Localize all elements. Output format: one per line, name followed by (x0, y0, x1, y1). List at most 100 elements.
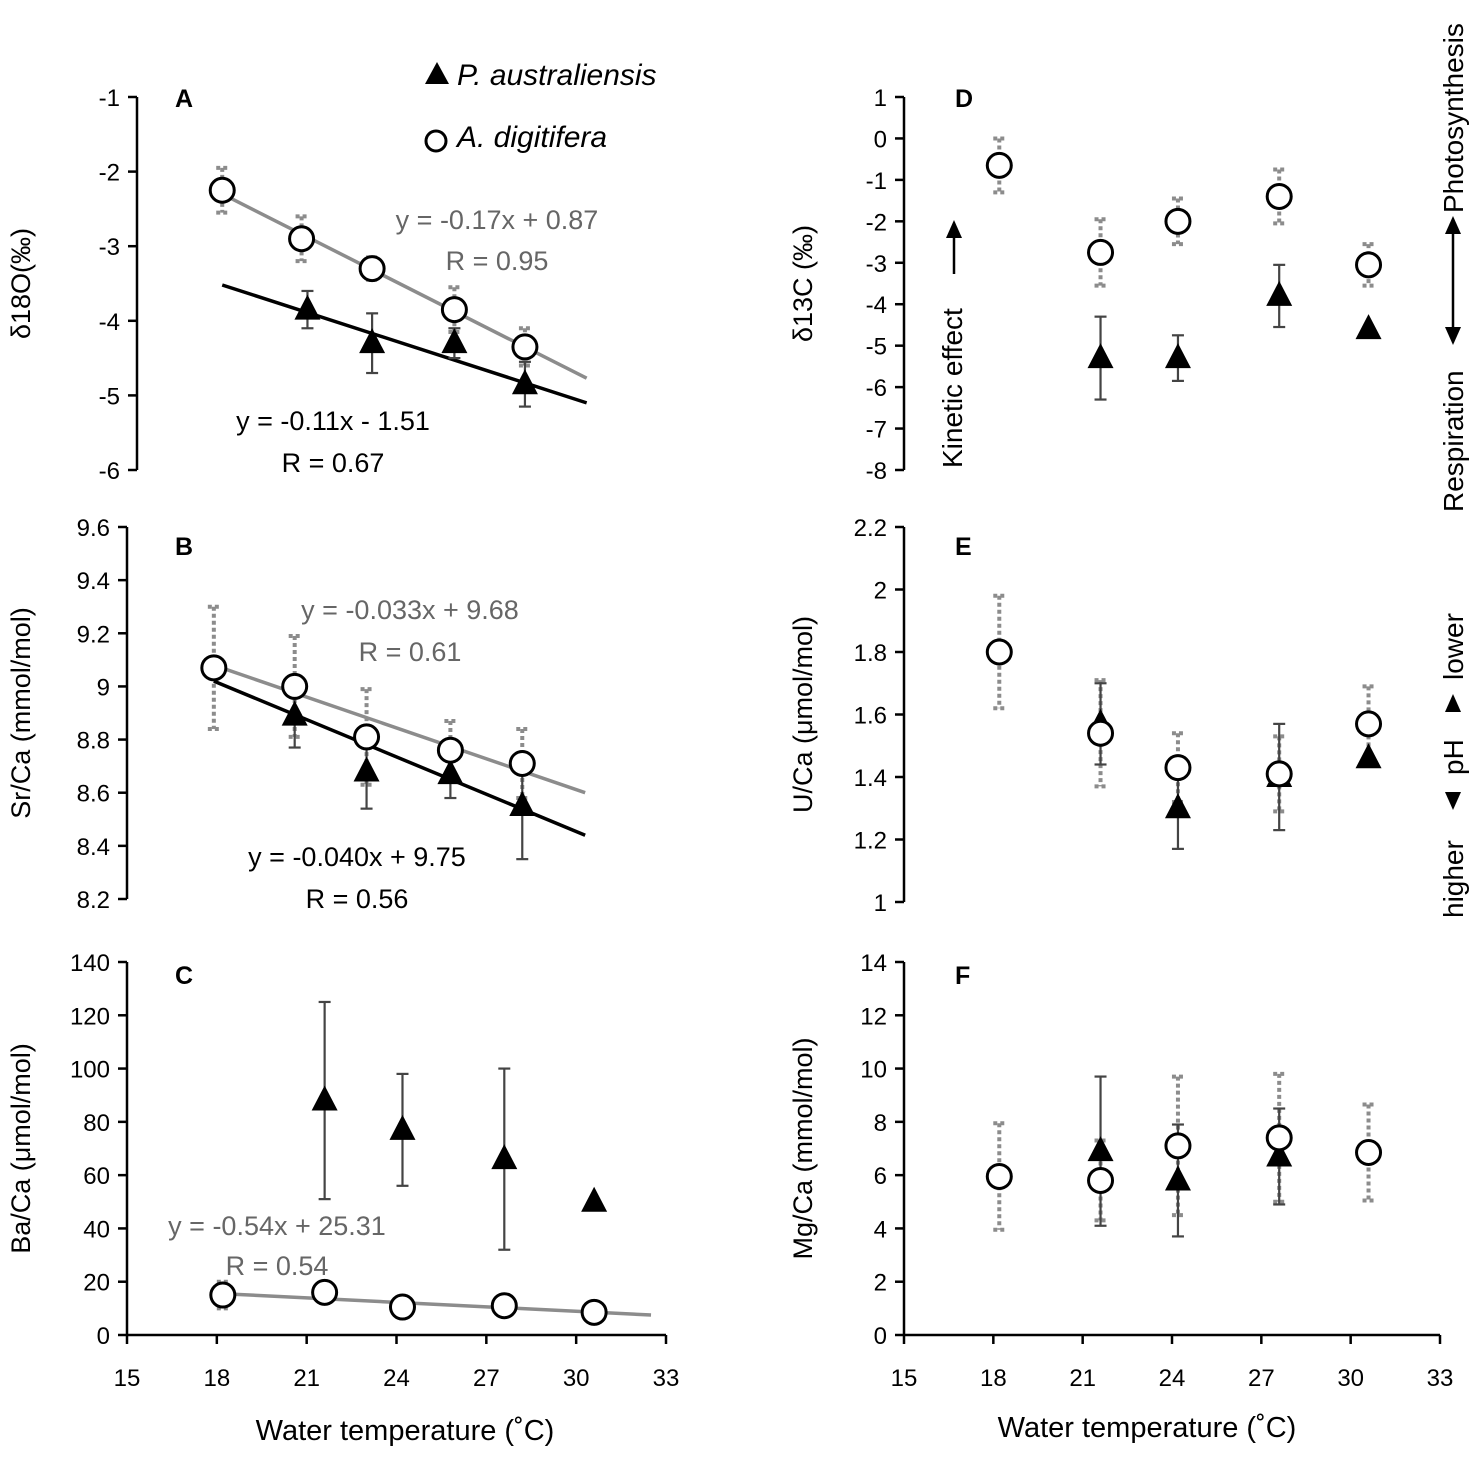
y-tick-label: -2 (99, 160, 120, 187)
ad-point (1164, 754, 1192, 782)
y-tick-label: 9.2 (77, 621, 110, 648)
y-tick-label: 80 (83, 1110, 110, 1137)
fit-equation: y = -0.11x - 1.51 (236, 406, 430, 436)
legend: P. australiensis A. digitifera (424, 59, 657, 154)
y-tick-label: 12 (860, 1003, 887, 1030)
panel-label: F (955, 962, 970, 990)
x-tick-label: 27 (473, 1365, 500, 1392)
fit-equation: y = -0.17x + 0.87 (396, 205, 599, 235)
y-tick-label: 0 (874, 126, 887, 153)
ad-point (311, 1278, 339, 1306)
x-tick-label: 21 (293, 1365, 320, 1392)
x-tick-label: 21 (1069, 1365, 1096, 1392)
y-tick-label: 140 (70, 950, 110, 977)
y-tick-label: 60 (83, 1163, 110, 1190)
ad-point (1355, 710, 1383, 738)
x-tick-label: 27 (1248, 1365, 1275, 1392)
panel-f: 14 12 10 8 6 4 2 015 18 21 24 27 30 33 Mg/Ca (mmol/mol… (788, 950, 1453, 1392)
y-tick-label: 2 (874, 1270, 887, 1297)
pa-point (353, 756, 380, 782)
pa-point (1164, 343, 1191, 369)
pa-point (491, 1144, 518, 1170)
pa-point (441, 328, 468, 354)
y-tick-label: 2 (874, 578, 887, 605)
ad-point (1087, 719, 1115, 747)
y-axis-title: Ba/Ca (μmol/mol) (6, 1043, 36, 1254)
y-tick-label: 10 (860, 1057, 887, 1084)
photosynthesis-respiration-annotation: Photosynthesis Respiration (1438, 23, 1469, 512)
panel-label: E (955, 533, 972, 561)
y-tick-label: 9 (97, 674, 110, 701)
x-tick-label: 15 (891, 1365, 918, 1392)
panel-c: 140 120 100 80 60 40 20 015 18 21 24 27 30 33 Ba/Ca (μ… (6, 950, 679, 1392)
ad-point (1355, 1138, 1383, 1166)
panel-a: -1 -2 -3 -4 -5 -6 δ18O(‰) Ay = -0.17x + 0.87 R =… (6, 85, 598, 485)
y-tick-label: 120 (70, 1003, 110, 1030)
kinetic-arrow-up-icon (946, 220, 962, 238)
photosynthesis-label: Photosynthesis (1438, 23, 1469, 213)
y-tick-label: 6 (874, 1163, 887, 1190)
arrow-down-icon (1445, 327, 1461, 345)
y-tick-label: 40 (83, 1216, 110, 1243)
y-tick-label: -2 (866, 209, 887, 236)
legend-triangle-icon (425, 62, 449, 84)
ad-point (985, 638, 1013, 666)
fit-r-value: R = 0.95 (446, 246, 549, 276)
pa-point (311, 1085, 338, 1111)
y-tick-label: -5 (99, 383, 120, 410)
ad-point (1164, 207, 1192, 235)
pa-point (1164, 1165, 1191, 1191)
x-tick-label: 33 (1427, 1365, 1454, 1392)
y-tick-label: -4 (866, 292, 887, 319)
legend-ad-label: A. digitifera (455, 121, 607, 154)
y-tick-label: -6 (866, 375, 887, 402)
y-tick-label: 4 (874, 1216, 887, 1243)
pa-point (1266, 280, 1293, 306)
y-tick-label: 1 (874, 85, 887, 112)
legend-circle-icon (424, 129, 448, 153)
y-tick-label: 2.2 (854, 515, 887, 542)
y-tick-label: -1 (99, 85, 120, 112)
kinetic-effect-annotation: Kinetic effect (937, 220, 968, 468)
y-tick-label: 1.6 (854, 703, 887, 730)
fit-r-value: R = 0.56 (306, 884, 409, 914)
ad-point (1265, 760, 1293, 788)
x-tick-label: 30 (563, 1365, 590, 1392)
y-tick-label: -8 (866, 458, 887, 485)
ph-label: pH (1438, 739, 1469, 775)
pa-point (581, 1186, 608, 1212)
ph-lower-label: lower (1438, 613, 1469, 680)
ad-point (353, 723, 381, 751)
y-tick-label: 1.4 (854, 765, 887, 792)
ad-point (208, 176, 236, 204)
pa-point (1355, 743, 1382, 769)
ad-point (388, 1293, 416, 1321)
kinetic-effect-label: Kinetic effect (937, 308, 968, 468)
y-tick-label: 1 (874, 890, 887, 917)
y-tick-label: 14 (860, 950, 887, 977)
y-tick-label: 100 (70, 1057, 110, 1084)
pa-point (511, 369, 538, 395)
x-tick-label: 18 (980, 1365, 1007, 1392)
y-axis-title: δ18O(‰) (6, 228, 36, 339)
panel-label: C (175, 962, 193, 990)
y-tick-label: 20 (83, 1270, 110, 1297)
fit-equation: y = -0.54x + 25.31 (168, 1211, 386, 1241)
x-tick-label: 15 (114, 1365, 141, 1392)
panel-label: A (175, 85, 193, 113)
ad-point (1087, 1166, 1115, 1194)
ad-point (985, 151, 1013, 179)
ad-point (358, 255, 386, 283)
fit-equation: y = -0.033x + 9.68 (301, 595, 519, 625)
ad-point (1265, 1124, 1293, 1152)
x-tick-label: 24 (1159, 1365, 1186, 1392)
legend-pa-label: P. australiensis (457, 59, 657, 92)
panel-b: 9.6 9.4 9.2 9 8.8 8.6 8.4 8.2 Sr/Ca (mmol/mol) By… (6, 515, 586, 914)
y-tick-label: 0 (97, 1323, 110, 1350)
x-axis-title-right: Water temperature (˚C) (998, 1412, 1297, 1444)
pa-point (509, 791, 536, 816)
ad-point (288, 225, 316, 253)
y-tick-label: -6 (99, 458, 120, 485)
y-tick-label: 0 (874, 1323, 887, 1350)
